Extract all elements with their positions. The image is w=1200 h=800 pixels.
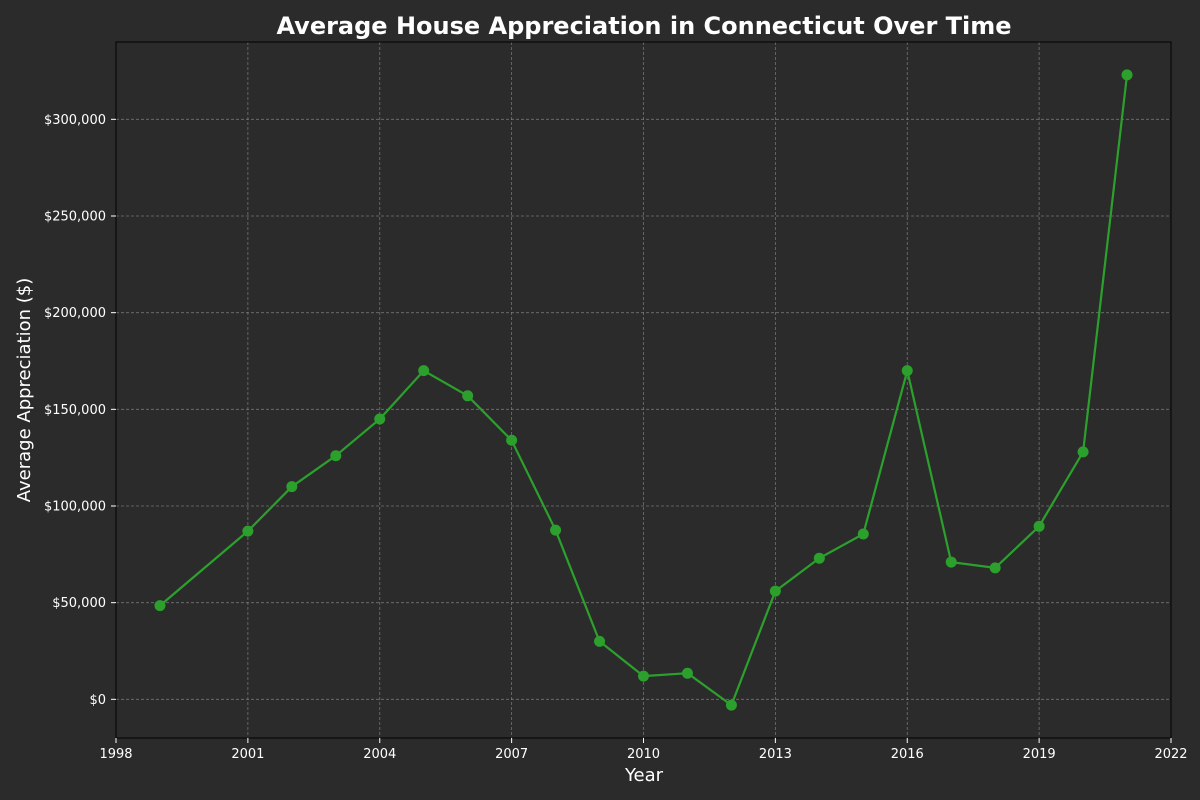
data-point [154,600,166,612]
x-tick-label: 2022 [1154,747,1187,762]
data-point [638,670,649,682]
data-point [1121,69,1133,81]
data-point [945,556,957,568]
data-point [330,450,342,462]
y-tick-label: $150,000 [44,403,106,418]
grid [115,42,1172,738]
y-tick-label: $100,000 [44,500,106,515]
x-axis-label: Year [624,765,664,786]
data-point [857,528,869,540]
data-point [989,562,1001,574]
x-tick-label: 2001 [231,747,264,762]
chart-title: Average House Appreciation in Connecticu… [276,12,1011,40]
y-tick-label: $0 [89,693,106,708]
data-point [374,413,386,425]
x-tick-label: 2004 [363,747,396,762]
y-axis-label: Average Appreciation ($) [14,278,35,503]
series-group [154,69,1133,711]
x-axis: 1998 2001 2004 2007 2010 2013 2016 2019 2022 [99,738,1188,762]
data-point [462,390,474,402]
data-point [1077,446,1089,458]
x-tick-label: 2019 [1023,747,1056,762]
x-tick-label: 2010 [627,747,660,762]
x-tick-label: 1998 [99,747,132,762]
data-point [418,365,430,377]
y-axis: $0 $50,000 $100,000 $150,000 $200,000 $250,00… [44,113,116,708]
data-point [725,699,737,711]
data-point [1033,520,1045,532]
data-point [813,552,825,564]
data-point [286,481,298,493]
data-point [901,365,913,377]
series-line [158,73,1129,707]
y-tick-label: $300,000 [44,113,106,128]
data-point [769,585,781,597]
x-tick-label: 2016 [891,747,924,762]
data-point [681,667,693,679]
data-point [506,434,518,446]
data-point [550,524,562,536]
y-tick-label: $50,000 [52,596,106,611]
y-tick-label: $250,000 [44,210,106,225]
y-tick-label: $200,000 [44,306,106,321]
data-point [242,525,254,537]
x-tick-label: 2013 [759,747,792,762]
x-tick-label: 2007 [495,747,528,762]
data-point [594,635,606,647]
